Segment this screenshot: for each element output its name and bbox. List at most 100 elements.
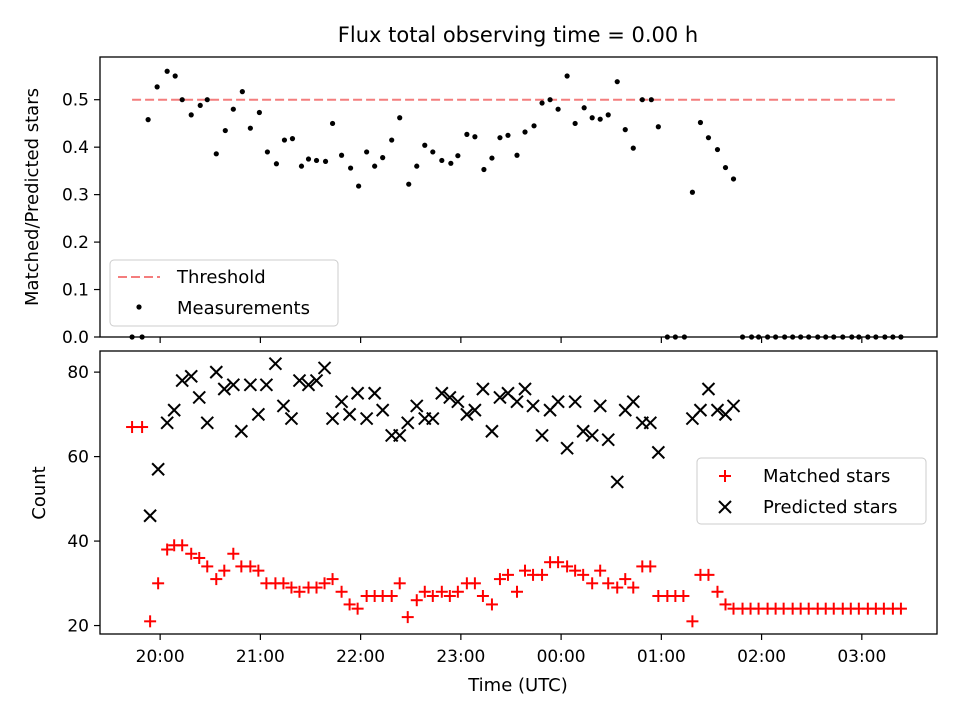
x-axis-label: Time (UTC) (467, 675, 568, 696)
measurement-point (164, 68, 170, 74)
predicted-marker-b (359, 411, 374, 426)
measurement-point (356, 183, 362, 189)
predicted-marker-b (401, 416, 415, 430)
predicted-marker-b (334, 394, 349, 409)
measurement-point (614, 79, 620, 85)
predicted-marker-b (485, 424, 499, 438)
matched-stars-point (201, 560, 214, 573)
measurement-point (397, 115, 403, 121)
predicted-stars-point (460, 407, 474, 422)
predicted-stars-point (576, 424, 590, 438)
predicted-marker-b (284, 411, 299, 426)
measurement-point (313, 157, 320, 164)
matched-stars-point (343, 598, 356, 611)
measurement-point (414, 163, 420, 169)
measurement-point (305, 156, 312, 162)
count-y-tick-label: 60 (67, 448, 89, 468)
predicted-marker-b (710, 403, 725, 417)
matched-stars-point (385, 589, 398, 602)
matched-stars-point (410, 594, 423, 607)
predicted-marker-b (493, 390, 507, 405)
predicted-stars-point (226, 378, 241, 392)
predicted-marker-b (610, 475, 624, 489)
predicted-marker-b (526, 399, 540, 413)
predicted-marker-b (226, 378, 241, 392)
x-tick-label: 00:00 (537, 647, 586, 667)
measurement-point (630, 145, 636, 151)
predicted-stars-point (435, 386, 449, 400)
matched-stars-point (586, 577, 599, 590)
matched-stars-point (719, 598, 732, 611)
predicted-stars-point (259, 378, 274, 392)
predicted-marker-b (350, 386, 365, 400)
predicted-stars-point (209, 365, 223, 379)
predicted-stars-point (410, 399, 424, 413)
predicted-stars-point (526, 399, 540, 413)
measurement-point (188, 112, 194, 118)
count-y-tick-label: 80 (67, 363, 89, 383)
measurement-point (639, 97, 645, 103)
matched-stars-point (677, 589, 690, 602)
predicted-stars-point (151, 462, 165, 476)
measurement-point (204, 97, 210, 103)
predicted-stars-point (510, 394, 524, 409)
predicted-marker-b (259, 378, 274, 392)
predicted-stars-point (184, 369, 198, 384)
predicted-stars-point (325, 411, 340, 426)
chart-title: Flux total observing time = 0.00 h (338, 23, 698, 47)
measurement-point (655, 124, 661, 130)
predicted-marker-b (451, 394, 465, 409)
matched-stars-point (318, 577, 331, 590)
ratio-y-tick-label: 0.3 (62, 186, 89, 206)
predicted-stars-point (284, 411, 299, 426)
predicted-marker-b (726, 399, 741, 413)
predicted-stars-point (610, 475, 624, 489)
predicted-marker-b (276, 399, 291, 413)
predicted-marker-b (626, 394, 640, 409)
predicted-stars-point (468, 403, 482, 417)
predicted-marker-b (309, 373, 324, 388)
matched-stars-point (193, 551, 206, 564)
matched-stars-point (510, 585, 523, 598)
ratio-legend: Threshold Measurements (109, 259, 339, 327)
predicted-stars-point (175, 373, 189, 388)
count-legend-box (696, 457, 927, 525)
count-y-axis-label: Count (29, 466, 50, 519)
measurement-point (406, 181, 412, 187)
matched-stars-point (493, 573, 506, 586)
predicted-marker-b (643, 416, 658, 430)
predicted-stars-point (701, 382, 716, 396)
predicted-marker-b (560, 441, 574, 455)
matched-stars-point (227, 547, 240, 560)
predicted-stars-point (568, 394, 582, 409)
measurement-point (730, 176, 737, 182)
x-tick-label: 20:00 (136, 647, 185, 667)
predicted-stars-point (626, 394, 640, 409)
predicted-marker-b (693, 403, 708, 417)
predicted-marker-b (243, 378, 258, 392)
measurement-point (213, 151, 219, 157)
measurement-point (455, 153, 461, 159)
predicted-marker-b (410, 399, 424, 413)
ratio-legend-box (109, 259, 339, 327)
measurement-point (372, 163, 378, 169)
legend-measurements-swatch (136, 304, 142, 310)
ratio-y-tick-label: 0.5 (62, 91, 89, 111)
predicted-stars-point (160, 416, 174, 430)
measurement-point (329, 120, 336, 127)
matched-stars-point (536, 568, 549, 581)
predicted-stars-point (167, 403, 181, 417)
ratio-y-tick-label: 0.1 (62, 281, 89, 301)
legend-matched-label: Matched stars (763, 466, 890, 487)
measurement-point (172, 73, 178, 79)
measurement-point (256, 109, 262, 116)
predicted-marker-b (651, 445, 666, 460)
matched-stars-point (335, 585, 348, 598)
predicted-stars-point (451, 394, 465, 409)
measurement-point (230, 106, 236, 112)
legend-predicted-label: Predicted stars (763, 497, 897, 518)
measurement-point (281, 137, 288, 143)
measurement-point (555, 106, 561, 112)
predicted-stars-point (309, 373, 324, 388)
